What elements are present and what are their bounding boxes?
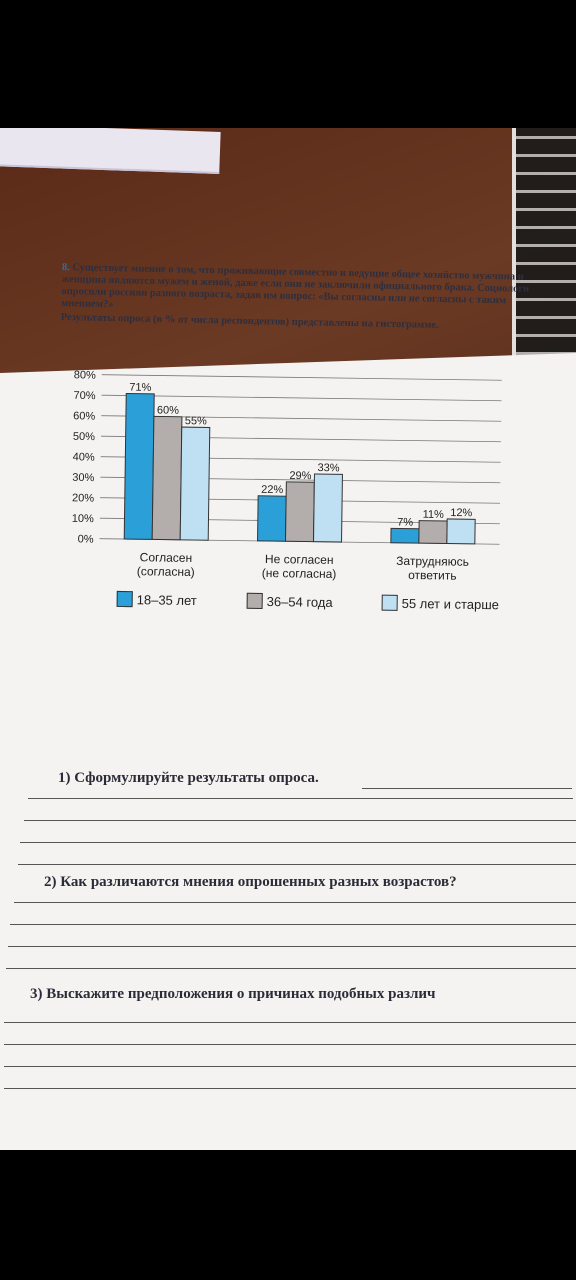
question-3: 3) Выскажите предположения о причинах по… xyxy=(30,986,436,1002)
y-tick-label: 20% xyxy=(72,492,94,504)
data-label: 71% xyxy=(129,382,151,394)
data-label: 12% xyxy=(450,507,472,519)
y-tick-label: 60% xyxy=(73,410,95,422)
question-2: 2) Как различаются мнения опрошенных раз… xyxy=(44,874,457,890)
gridline xyxy=(101,374,502,381)
y-tick-label: 0% xyxy=(78,533,94,545)
y-tick-label: 80% xyxy=(74,369,96,381)
legend-label: 36–54 года xyxy=(266,593,333,610)
legend-label: 18–35 лет xyxy=(136,591,197,608)
legend: 18–35 лет 36–54 года 55 лет и старше xyxy=(116,590,536,627)
y-tick-label: 30% xyxy=(72,472,94,484)
legend-item-1: 18–35 лет xyxy=(116,590,197,608)
histogram: 0% 10% 20% 30% 40% 50% 60% 70% 80% 71% 60% 55% Согла… xyxy=(47,362,512,748)
answer-line xyxy=(362,788,572,789)
bar xyxy=(390,527,420,544)
y-tick-label: 50% xyxy=(73,431,95,443)
answer-line xyxy=(4,1088,576,1089)
spiral-binding xyxy=(512,128,576,378)
answer-line xyxy=(4,1066,576,1067)
bar xyxy=(313,473,343,543)
answer-line xyxy=(20,842,576,843)
category-label: (не согласна) xyxy=(262,566,337,581)
answer-line xyxy=(4,1044,576,1045)
data-label: 7% xyxy=(397,516,413,528)
histogram-svg: 0% 10% 20% 30% 40% 50% 60% 70% 80% 71% 60% 55% Согла… xyxy=(72,369,502,583)
answer-line xyxy=(8,946,576,947)
legend-swatch xyxy=(116,590,133,608)
category-label: ответить xyxy=(408,568,457,583)
category-label: Согласен xyxy=(140,550,193,565)
data-label: 29% xyxy=(289,470,311,482)
answer-line xyxy=(18,864,576,865)
bar xyxy=(446,518,476,545)
answer-line xyxy=(4,1022,576,1023)
legend-swatch xyxy=(381,594,398,611)
category-label: Затрудняюсь xyxy=(396,554,469,569)
bar xyxy=(285,481,315,543)
notebook-corner xyxy=(0,128,221,175)
answer-line xyxy=(28,798,573,799)
bar xyxy=(418,520,448,545)
y-tick-label: 10% xyxy=(72,513,94,525)
answer-line xyxy=(24,820,576,821)
y-tick-label: 70% xyxy=(73,390,95,402)
data-label: 33% xyxy=(317,462,339,474)
answer-line xyxy=(14,902,576,903)
bar xyxy=(257,495,287,542)
task-text: Существует мнение о том, что проживающие… xyxy=(61,262,530,311)
task-block: 8. Существует мнение о том, что проживаю… xyxy=(61,262,537,334)
data-label: 60% xyxy=(157,404,179,416)
data-label: 22% xyxy=(261,484,283,496)
question-1: 1) Сформулируйте результаты опроса. xyxy=(58,770,319,786)
answer-line xyxy=(6,968,576,969)
task-paragraph: 8. Существует мнение о том, что проживаю… xyxy=(61,262,537,320)
photo xyxy=(0,128,576,1150)
legend-item-3: 55 лет и старше xyxy=(381,594,500,613)
legend-item-2: 36–54 года xyxy=(246,592,333,610)
legend-label: 55 лет и старше xyxy=(401,595,500,612)
y-tick-label: 40% xyxy=(73,451,95,463)
category-label: Не согласен xyxy=(265,552,334,567)
task-number: 8. xyxy=(61,262,70,274)
bar xyxy=(179,426,211,541)
bar xyxy=(151,415,183,541)
answer-line xyxy=(10,924,576,925)
bar xyxy=(123,392,155,540)
gridline xyxy=(101,394,502,402)
data-label: 55% xyxy=(185,415,207,427)
category-label: (согласна) xyxy=(137,564,195,579)
data-label: 11% xyxy=(423,509,445,521)
legend-swatch xyxy=(246,592,263,609)
